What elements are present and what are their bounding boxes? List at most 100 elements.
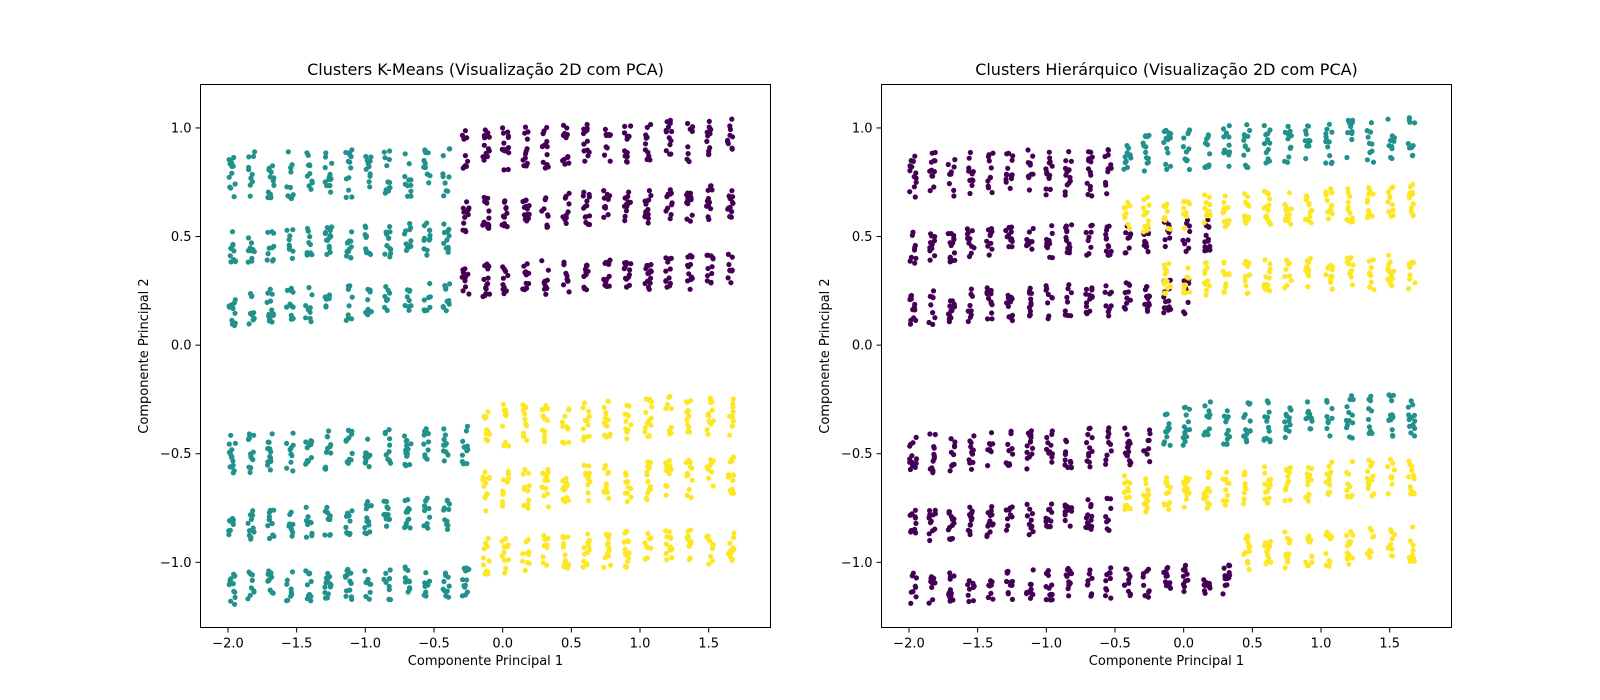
scatter-point-series-0 [966, 155, 972, 161]
scatter-point-series-2 [689, 465, 695, 471]
scatter-point-series-1 [461, 209, 467, 215]
scatter-point-series-2 [1407, 538, 1413, 544]
scatter-point-series-2 [481, 476, 488, 482]
scatter-point-series-0 [387, 442, 393, 448]
scatter-point-series-1 [1162, 412, 1168, 418]
scatter-point-series-2 [1327, 489, 1333, 495]
scatter-point-series-1 [1263, 149, 1269, 156]
scatter-point-series-2 [1284, 282, 1290, 289]
scatter-point-series-1 [624, 159, 630, 165]
scatter-point-series-0 [267, 587, 273, 593]
scatter-point-series-2 [708, 553, 714, 560]
scatter-point-series-1 [560, 132, 567, 138]
scatter-point-series-0 [406, 177, 412, 183]
scatter-point-series-0 [1064, 567, 1071, 573]
scatter-point-series-1 [727, 126, 734, 133]
scatter-point-series-2 [1388, 213, 1394, 219]
scatter-point-series-0 [913, 456, 920, 462]
scatter-point-series-2 [667, 393, 673, 399]
scatter-point-series-2 [686, 557, 692, 563]
scatter-point-series-0 [931, 238, 938, 244]
scatter-point-series-0 [441, 240, 447, 246]
scatter-point-series-0 [385, 287, 391, 293]
scatter-point-series-1 [727, 214, 733, 220]
scatter-point-series-0 [947, 576, 953, 582]
scatter-point-series-0 [1220, 591, 1226, 597]
y-axis-label: Componente Principal 2 [137, 278, 152, 433]
scatter-point-series-0 [1104, 452, 1110, 458]
scatter-point-series-0 [442, 432, 448, 438]
scatter-point-series-1 [627, 267, 633, 273]
scatter-point-series-2 [1389, 536, 1395, 542]
scatter-point-series-0 [284, 598, 290, 604]
scatter-point-series-2 [526, 497, 532, 503]
scatter-point-series-1 [542, 197, 548, 203]
scatter-point-series-0 [383, 523, 390, 529]
scatter-point-series-1 [580, 193, 586, 199]
scatter-point-series-0 [289, 255, 295, 261]
scatter-point-series-0 [929, 241, 935, 247]
scatter-point-series-0 [367, 184, 373, 190]
scatter-point-series-0 [246, 431, 252, 437]
scatter-point-series-0 [929, 294, 935, 300]
scatter-point-series-2 [1350, 262, 1356, 268]
scatter-point-series-0 [1182, 311, 1188, 317]
scatter-point-series-1 [626, 282, 633, 288]
scatter-point-series-1 [1405, 141, 1411, 147]
scatter-point-series-0 [365, 306, 371, 312]
scatter-point-series-2 [1184, 485, 1190, 492]
scatter-point-series-1 [1266, 428, 1272, 434]
scatter-point-series-0 [951, 520, 957, 526]
scatter-point-series-1 [687, 261, 694, 268]
scatter-point-series-0 [1047, 524, 1053, 530]
scatter-point-series-2 [562, 413, 568, 419]
scatter-point-series-2 [1183, 496, 1189, 502]
scatter-point-series-0 [406, 161, 412, 167]
scatter-point-series-0 [363, 450, 369, 456]
scatter-point-series-2 [1369, 213, 1375, 219]
scatter-point-series-0 [347, 587, 353, 593]
scatter-point-series-0 [1028, 296, 1034, 302]
scatter-point-series-1 [539, 258, 545, 264]
scatter-point-series-0 [304, 150, 310, 156]
scatter-point-series-0 [1062, 512, 1068, 518]
scatter-point-series-0 [1147, 431, 1153, 437]
scatter-point-series-1 [503, 268, 509, 274]
scatter-point-series-0 [911, 304, 918, 310]
scatter-point-series-2 [1264, 203, 1270, 210]
scatter-point-series-0 [363, 166, 369, 172]
scatter-point-series-1 [1141, 168, 1147, 174]
scatter-point-series-0 [1106, 313, 1112, 319]
scatter-point-series-0 [907, 466, 914, 473]
scatter-point-series-2 [1201, 192, 1208, 198]
scatter-point-series-2 [539, 427, 546, 433]
scatter-point-series-2 [1266, 495, 1272, 501]
scatter-point-series-0 [1006, 314, 1012, 320]
scatter-point-series-2 [1406, 474, 1412, 480]
x-tick-label: 0.5 [1242, 637, 1263, 652]
scatter-point-series-2 [500, 477, 506, 483]
scatter-point-series-0 [288, 589, 294, 596]
scatter-point-series-0 [1068, 158, 1074, 164]
scatter-point-series-2 [1391, 531, 1397, 538]
scatter-point-series-0 [1108, 165, 1114, 171]
scatter-point-series-1 [500, 130, 507, 136]
scatter-point-series-1 [1350, 396, 1356, 403]
scatter-point-series-2 [1166, 507, 1172, 513]
scatter-point-series-0 [250, 508, 256, 514]
scatter-point-series-0 [250, 153, 257, 159]
scatter-point-series-1 [461, 136, 467, 142]
scatter-point-series-1 [1364, 128, 1370, 134]
scatter-point-series-0 [1146, 293, 1153, 299]
scatter-point-series-0 [1140, 571, 1146, 577]
scatter-point-series-0 [1108, 248, 1114, 254]
scatter-point-series-2 [1366, 258, 1372, 264]
scatter-point-series-1 [1285, 123, 1291, 129]
scatter-point-series-2 [603, 481, 610, 487]
scatter-point-series-1 [1182, 429, 1188, 435]
scatter-point-series-0 [1126, 281, 1132, 287]
scatter-point-series-0 [966, 578, 972, 584]
scatter-point-series-2 [1407, 272, 1413, 278]
scatter-point-series-0 [362, 525, 368, 531]
